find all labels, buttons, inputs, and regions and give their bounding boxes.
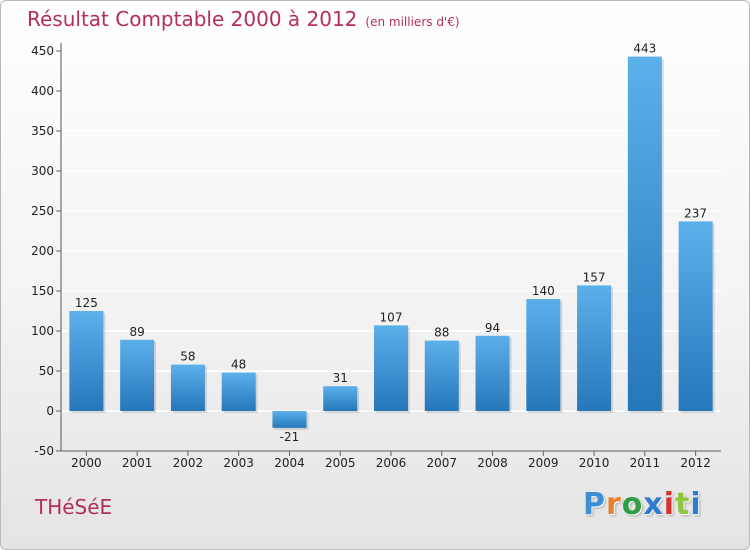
bar: [120, 339, 155, 411]
bar-value-label: 88: [434, 326, 449, 340]
y-tick-label: 300: [31, 164, 54, 178]
bar-value-label: 48: [231, 358, 246, 372]
bar-value-label: -21: [280, 430, 300, 444]
logo-letter: i: [690, 487, 702, 522]
bar-value-label: 107: [380, 310, 403, 324]
x-tick-label: 2006: [376, 456, 407, 470]
x-tick-label: 2011: [630, 456, 661, 470]
y-tick-label: 400: [31, 84, 54, 98]
y-tick-label: 250: [31, 204, 54, 218]
bar: [374, 325, 408, 411]
x-tick-label: 2010: [579, 456, 610, 470]
x-tick-label: 2003: [223, 456, 254, 470]
bar: [577, 285, 612, 411]
logo-letter: x: [643, 487, 664, 522]
logo-letter: r: [606, 487, 622, 522]
bar: [424, 340, 459, 411]
bar-value-label: 94: [485, 321, 500, 335]
bar-value-label: 58: [180, 350, 195, 364]
x-tick-label: 2001: [122, 456, 153, 470]
bar: [170, 364, 205, 411]
bar: [323, 386, 358, 411]
bar: [69, 311, 104, 411]
y-tick-label: 50: [39, 364, 54, 378]
commune-name: THéSéE: [35, 495, 113, 519]
bar-value-label: 157: [583, 270, 606, 284]
bar: [272, 411, 307, 428]
y-tick-label: 100: [31, 324, 54, 338]
proxiti-logo: Proxiti: [583, 487, 702, 522]
x-tick-label: 2008: [477, 456, 508, 470]
bar: [221, 372, 256, 411]
y-tick-label: 450: [31, 44, 54, 58]
logo-letter: i: [663, 487, 676, 522]
x-tick-label: 2000: [71, 456, 102, 470]
chart-title: Résultat Comptable 2000 à 2012 (en millie…: [27, 7, 460, 31]
x-tick-label: 2005: [325, 456, 356, 470]
y-tick-label: -50: [34, 444, 54, 458]
bar: [475, 335, 510, 411]
bar-value-label: 140: [532, 284, 555, 298]
bar-value-label: 31: [333, 371, 348, 385]
x-tick-label: 2012: [680, 456, 711, 470]
bar-value-label: 125: [75, 296, 98, 310]
y-tick-label: 350: [31, 124, 54, 138]
x-tick-label: 2007: [426, 456, 457, 470]
bar-value-label: 237: [684, 206, 707, 220]
logo-letter: t: [675, 487, 691, 522]
bar-value-label: 443: [633, 42, 656, 56]
bar: [526, 299, 561, 411]
bar: [627, 56, 662, 411]
bar: [678, 221, 713, 411]
chart-subtitle: (en milliers d'€): [365, 15, 460, 29]
y-tick-label: 150: [31, 284, 54, 298]
y-tick-label: 200: [31, 244, 54, 258]
x-tick-label: 2002: [173, 456, 204, 470]
bar-value-label: 89: [130, 325, 145, 339]
y-tick-label: 0: [46, 404, 54, 418]
logo-letter: P: [583, 487, 606, 522]
x-tick-label: 2004: [274, 456, 305, 470]
x-tick-label: 2009: [528, 456, 559, 470]
logo-letter: o: [621, 487, 644, 522]
